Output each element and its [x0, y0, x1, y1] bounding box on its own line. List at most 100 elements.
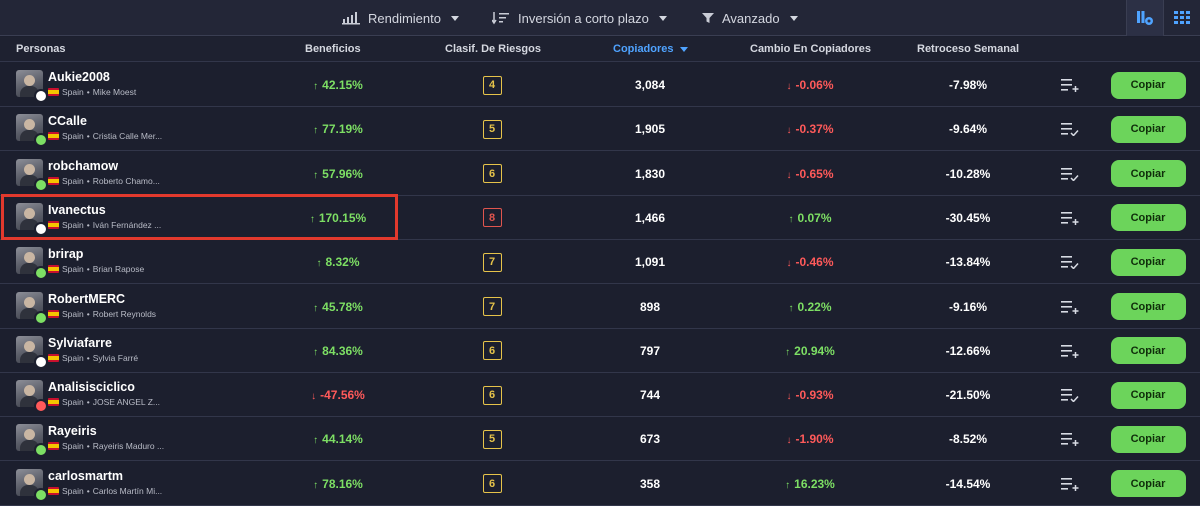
trader-country: Spain — [62, 131, 84, 142]
trader-country: Spain — [62, 441, 84, 452]
watchlist-button[interactable] — [1060, 417, 1080, 461]
spain-flag-icon — [48, 220, 59, 229]
trader-username[interactable]: CCalle — [48, 114, 87, 129]
copy-cell: Copiar — [1110, 152, 1186, 196]
separator-dot: • — [86, 264, 90, 275]
copy-button[interactable]: Copiar — [1110, 381, 1186, 409]
copy-button[interactable]: Copiar — [1110, 71, 1186, 99]
trader-username[interactable]: Analisisciclico — [48, 380, 135, 395]
copiers-count: 1,905 — [634, 122, 666, 137]
chevron-down-icon — [658, 15, 667, 21]
trader-badge-icon — [34, 89, 48, 103]
copy-button[interactable]: Copiar — [1110, 204, 1186, 232]
trader-username[interactable]: Rayeiris — [48, 424, 97, 439]
risk-score: 4 — [482, 75, 502, 95]
filter-avanzado[interactable]: Avanzado — [702, 8, 798, 28]
copy-button[interactable]: Copiar — [1110, 425, 1186, 453]
watchlist-button[interactable] — [1060, 285, 1080, 329]
copy-button[interactable]: Copiar — [1110, 248, 1186, 276]
trader-username[interactable]: RobertMERC — [48, 291, 126, 306]
table-row[interactable]: brirap Spain • Brian Rapose ↑ 8.32% 7 1,091 ↓ -0.… — [0, 240, 1200, 285]
spain-flag-icon — [48, 309, 59, 318]
avatar[interactable] — [16, 424, 43, 452]
watchlist-button[interactable] — [1060, 152, 1080, 196]
spain-flag-icon — [48, 265, 59, 274]
copy-cell: Copiar — [1110, 462, 1186, 506]
trader-username[interactable]: brirap — [48, 247, 84, 262]
trader-full-name: Brian Rapose — [92, 264, 145, 275]
filter-rendimiento[interactable]: Rendimiento — [342, 8, 459, 28]
copy-button[interactable]: Copiar — [1110, 293, 1186, 320]
trader-country: Spain — [62, 397, 84, 408]
risk-score: 6 — [482, 385, 502, 405]
table-row[interactable]: Analisisciclico Spain • JOSE ANGEL Z... ↓ -47… — [0, 373, 1200, 418]
table-header: Personas Beneficios Clasif. De Riesgos C… — [0, 37, 1200, 62]
table-row[interactable]: CCalle Spain • Cristia Calle Mer... ↑ 77.19% 5… — [0, 107, 1200, 152]
column-retroceso[interactable]: Retroceso Semanal — [917, 43, 1020, 55]
trader-subtitle: Spain • Rayeiris Maduro ... — [48, 441, 164, 451]
copiers-change-value: ↑ 0.07% — [788, 210, 832, 225]
watchlist-button[interactable] — [1060, 462, 1080, 506]
drawdown-cell: -21.50% — [925, 373, 1011, 417]
check-list-icon — [1061, 122, 1079, 137]
copy-cell: Copiar — [1110, 285, 1186, 329]
drawdown-value: -7.98% — [948, 78, 988, 92]
settings-view-button[interactable] — [1126, 0, 1163, 36]
profit-value: ↑ 78.16% — [313, 476, 363, 491]
trader-username[interactable]: robchamow — [48, 158, 119, 173]
risk-score: 7 — [482, 297, 502, 316]
watchlist-button[interactable] — [1060, 63, 1080, 107]
table-row[interactable]: RobertMERC Spain • Robert Reynolds ↑ 45.78% 7 8… — [0, 284, 1200, 329]
column-beneficios[interactable]: Beneficios — [305, 43, 361, 55]
arrow-down-icon: ↓ — [786, 391, 792, 403]
column-copiadores[interactable]: Copiadores — [613, 43, 688, 55]
trader-badge-icon — [34, 133, 48, 148]
profit-value: ↑ 8.32% — [316, 255, 360, 270]
risk-cell: 5 — [480, 417, 504, 461]
risk-score: 7 — [482, 252, 502, 272]
table-row[interactable]: Rayeiris Spain • Rayeiris Maduro ... ↑ 44.14%… — [0, 417, 1200, 462]
drawdown-value: -21.50% — [945, 388, 991, 403]
watchlist-button[interactable] — [1060, 196, 1080, 240]
table-row[interactable]: Sylviafarre Spain • Sylvia Farré ↑ 84.36% 6 797… — [0, 328, 1200, 373]
copy-cell: Copiar — [1110, 107, 1186, 151]
copiers-change-value: ↓ -0.06% — [786, 78, 834, 92]
separator-dot: • — [86, 219, 90, 230]
column-personas[interactable]: Personas — [16, 43, 66, 55]
chevron-down-icon — [789, 15, 798, 21]
table-row[interactable]: Aukie2008 Spain • Mike Moest ↑ 42.15% 4 3,084 ↓ -… — [0, 63, 1200, 107]
separator-dot: • — [86, 87, 90, 97]
column-cambio-copiadores[interactable]: Cambio En Copiadores — [750, 43, 872, 55]
table-row[interactable]: Ivanectus Spain • Iván Fernández ... ↑ 170.15… — [0, 195, 1200, 240]
watchlist-button[interactable] — [1060, 240, 1080, 284]
copiers-change-cell: ↓ -0.46% — [765, 240, 855, 284]
watchlist-button[interactable] — [1060, 329, 1080, 373]
trader-username[interactable]: Sylviafarre — [48, 335, 112, 350]
profit-value: ↑ 44.14% — [313, 432, 363, 447]
spain-flag-icon — [48, 442, 59, 451]
grid-view-button[interactable] — [1163, 0, 1200, 36]
watchlist-button[interactable] — [1060, 373, 1080, 417]
trader-username[interactable]: carlosmartm — [48, 468, 124, 483]
copy-button[interactable]: Copiar — [1110, 470, 1186, 498]
column-riesgos[interactable]: Clasif. De Riesgos — [445, 43, 541, 55]
drawdown-value: -13.84% — [945, 255, 991, 270]
add-list-icon — [1061, 432, 1079, 447]
trader-username[interactable]: Aukie2008 — [48, 70, 110, 84]
trader-username[interactable]: Ivanectus — [48, 202, 106, 217]
copy-button[interactable]: Copiar — [1110, 115, 1186, 143]
profit-cell: ↑ 57.96% — [290, 152, 386, 196]
trader-full-name: Sylvia Farré — [92, 352, 139, 363]
copiers-cell: 1,830 — [615, 152, 685, 196]
watchlist-button[interactable] — [1060, 107, 1080, 151]
table-row[interactable]: robchamow Spain • Roberto Chamo... ↑ 57.96% 6 1… — [0, 151, 1200, 196]
table-row[interactable]: carlosmartm Spain • Carlos Martín Mi... ↑ 78.… — [0, 461, 1200, 506]
filter-corto-plazo[interactable]: Inversión a corto plazo — [492, 8, 667, 28]
trader-country: Spain — [62, 175, 84, 186]
trader-country: Spain — [62, 485, 84, 496]
copy-button[interactable]: Copiar — [1110, 337, 1186, 365]
spain-flag-icon — [48, 176, 59, 185]
copiers-change-cell: ↑ 16.23% — [765, 462, 855, 506]
avatar[interactable] — [16, 335, 43, 363]
copy-button[interactable]: Copiar — [1110, 160, 1186, 188]
